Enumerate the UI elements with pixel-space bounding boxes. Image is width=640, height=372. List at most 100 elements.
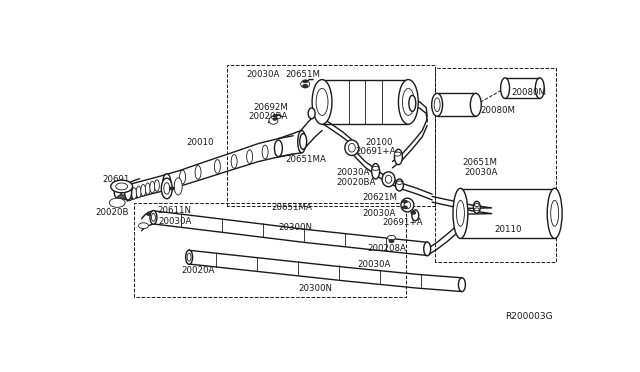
Circle shape [474, 208, 479, 211]
Ellipse shape [150, 211, 157, 224]
Circle shape [396, 181, 403, 185]
Text: 20030A: 20030A [158, 217, 192, 226]
Text: 20691: 20691 [103, 175, 130, 184]
Circle shape [273, 115, 277, 117]
Ellipse shape [453, 188, 468, 238]
Text: 20020BA: 20020BA [336, 178, 375, 187]
Ellipse shape [394, 149, 403, 165]
Text: 20080M: 20080M [511, 88, 547, 97]
Text: 20651MA: 20651MA [286, 155, 326, 164]
Ellipse shape [301, 80, 310, 88]
Text: 20651M: 20651M [462, 158, 497, 167]
Text: 20030A: 20030A [336, 169, 369, 177]
Ellipse shape [404, 201, 411, 209]
Ellipse shape [275, 140, 282, 157]
Ellipse shape [145, 183, 150, 195]
Ellipse shape [180, 170, 186, 184]
Circle shape [388, 235, 396, 240]
Ellipse shape [458, 278, 465, 292]
Text: 20030A: 20030A [246, 70, 280, 79]
Ellipse shape [385, 175, 392, 183]
Ellipse shape [161, 178, 172, 199]
Text: 20691+A: 20691+A [356, 147, 396, 156]
Ellipse shape [152, 214, 156, 221]
Ellipse shape [231, 154, 237, 168]
Ellipse shape [403, 89, 414, 115]
Text: 20692M: 20692M [253, 103, 289, 112]
Circle shape [116, 183, 127, 190]
Text: 20030A: 20030A [363, 209, 396, 218]
Ellipse shape [136, 186, 141, 198]
Ellipse shape [141, 185, 146, 196]
Ellipse shape [535, 78, 544, 99]
Text: 20300N: 20300N [298, 284, 332, 293]
Ellipse shape [372, 164, 380, 179]
Ellipse shape [434, 98, 440, 112]
Text: 20651M: 20651M [286, 70, 321, 79]
Ellipse shape [186, 250, 193, 264]
Text: 20020B: 20020B [95, 208, 129, 217]
Ellipse shape [550, 201, 559, 226]
Text: 20611N: 20611N [157, 206, 191, 215]
Circle shape [109, 198, 125, 207]
Circle shape [111, 180, 132, 193]
Ellipse shape [298, 131, 306, 153]
Ellipse shape [269, 116, 278, 124]
Circle shape [403, 206, 408, 209]
Circle shape [474, 203, 479, 206]
Ellipse shape [409, 95, 416, 111]
Circle shape [411, 211, 416, 214]
Ellipse shape [163, 174, 171, 190]
Circle shape [303, 84, 308, 87]
Ellipse shape [174, 178, 182, 195]
Ellipse shape [547, 188, 562, 238]
Ellipse shape [150, 182, 155, 193]
Ellipse shape [164, 183, 170, 194]
Ellipse shape [316, 89, 328, 115]
Circle shape [303, 80, 308, 83]
Text: 20300N: 20300N [278, 224, 312, 232]
Circle shape [138, 223, 148, 228]
Ellipse shape [345, 140, 359, 155]
Text: 20621M: 20621M [363, 193, 397, 202]
Circle shape [118, 195, 125, 199]
Ellipse shape [300, 134, 307, 149]
Ellipse shape [132, 188, 136, 199]
Ellipse shape [500, 78, 509, 99]
Circle shape [147, 213, 150, 215]
Text: 20020A: 20020A [182, 266, 215, 275]
Text: 20651MA: 20651MA [271, 203, 312, 212]
Ellipse shape [125, 185, 132, 200]
Ellipse shape [262, 145, 268, 159]
Ellipse shape [114, 187, 121, 198]
Circle shape [394, 152, 401, 156]
Ellipse shape [382, 172, 395, 187]
Ellipse shape [412, 210, 419, 221]
Text: 20010: 20010 [187, 138, 214, 147]
Text: 20030A: 20030A [358, 260, 391, 269]
Ellipse shape [127, 189, 132, 201]
Ellipse shape [214, 160, 220, 173]
Text: 20030A: 20030A [465, 169, 498, 177]
Text: 20110: 20110 [495, 225, 522, 234]
Ellipse shape [154, 180, 159, 191]
Ellipse shape [246, 150, 253, 164]
Ellipse shape [187, 253, 191, 261]
Ellipse shape [424, 242, 431, 256]
Ellipse shape [431, 93, 443, 116]
Text: 20020BA: 20020BA [249, 112, 288, 121]
Text: 20080M: 20080M [481, 106, 516, 115]
Ellipse shape [474, 201, 480, 214]
Circle shape [372, 166, 379, 170]
Circle shape [389, 240, 394, 243]
Text: 20100: 20100 [365, 138, 393, 147]
Ellipse shape [399, 80, 419, 124]
Ellipse shape [456, 201, 465, 226]
Text: 20691+A: 20691+A [383, 218, 423, 227]
Text: 200208A: 200208A [367, 244, 406, 253]
Circle shape [169, 187, 174, 190]
Ellipse shape [470, 93, 481, 116]
Ellipse shape [195, 166, 201, 179]
Ellipse shape [308, 108, 315, 119]
Ellipse shape [401, 198, 414, 212]
